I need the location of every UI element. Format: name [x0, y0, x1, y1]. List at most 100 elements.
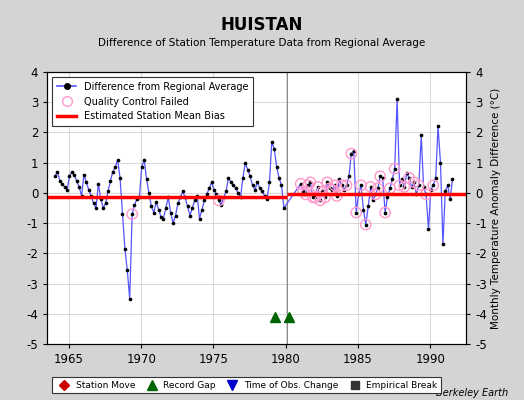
Point: [318, 188, 326, 194]
Point: [335, 176, 344, 182]
Point: [362, 222, 370, 228]
Point: [258, 188, 266, 194]
Point: [128, 211, 136, 217]
Point: [152, 199, 160, 205]
Point: [410, 179, 418, 186]
Point: [325, 185, 334, 192]
Point: [176, 194, 184, 201]
Point: [390, 166, 399, 172]
Point: [414, 182, 423, 188]
Point: [297, 181, 305, 187]
Point: [381, 209, 389, 216]
Point: [72, 178, 81, 184]
Point: [328, 187, 336, 193]
Point: [354, 191, 363, 198]
Point: [212, 191, 221, 198]
Point: [439, 241, 447, 248]
Point: [101, 200, 110, 207]
Point: [414, 182, 423, 188]
Point: [393, 96, 401, 102]
Point: [215, 197, 223, 204]
Point: [104, 188, 112, 194]
Point: [99, 205, 107, 211]
Point: [53, 168, 62, 175]
Point: [183, 203, 192, 210]
Point: [56, 178, 64, 184]
Point: [417, 132, 425, 139]
Text: HUISTAN: HUISTAN: [221, 16, 303, 34]
Y-axis label: Monthly Temperature Anomaly Difference (°C): Monthly Temperature Anomaly Difference (…: [492, 87, 501, 329]
Point: [256, 185, 264, 192]
Point: [106, 178, 115, 184]
Point: [241, 160, 249, 166]
Point: [65, 173, 73, 180]
Point: [328, 187, 336, 193]
Point: [157, 214, 165, 220]
Point: [198, 206, 206, 213]
Point: [126, 296, 134, 302]
Point: [427, 187, 435, 193]
Point: [376, 173, 385, 180]
Point: [90, 200, 98, 207]
Point: [193, 193, 201, 199]
Point: [311, 194, 319, 201]
Point: [304, 182, 312, 188]
Point: [94, 181, 103, 187]
Point: [371, 191, 379, 198]
Point: [398, 176, 406, 182]
Point: [195, 215, 204, 222]
Point: [400, 184, 409, 190]
Point: [220, 194, 228, 201]
Point: [304, 182, 312, 188]
Point: [378, 174, 387, 181]
Point: [323, 179, 332, 186]
Point: [297, 181, 305, 187]
Point: [87, 193, 95, 199]
Point: [232, 185, 240, 192]
Point: [137, 164, 146, 170]
Point: [337, 182, 346, 188]
Point: [140, 156, 148, 163]
Point: [227, 179, 235, 186]
Point: [84, 187, 93, 193]
Point: [260, 193, 269, 199]
Text: Difference of Station Temperature Data from Regional Average: Difference of Station Temperature Data f…: [99, 38, 425, 48]
Point: [111, 164, 119, 170]
Point: [191, 197, 199, 204]
Point: [333, 193, 341, 199]
Point: [342, 182, 351, 188]
Point: [311, 194, 319, 201]
Point: [422, 191, 430, 198]
Point: [210, 187, 218, 193]
Point: [446, 196, 454, 202]
Point: [270, 146, 278, 152]
Point: [424, 226, 433, 232]
Point: [96, 196, 105, 202]
Point: [128, 211, 136, 217]
Point: [188, 205, 196, 211]
Point: [309, 194, 317, 201]
Point: [123, 267, 132, 273]
Point: [208, 179, 216, 186]
Point: [321, 194, 329, 201]
Point: [277, 182, 286, 188]
Point: [330, 182, 339, 188]
Point: [316, 197, 324, 204]
Point: [143, 176, 151, 182]
Point: [82, 179, 91, 186]
Point: [179, 188, 187, 194]
Point: [323, 179, 332, 186]
Point: [236, 194, 245, 201]
Point: [412, 191, 421, 198]
Point: [181, 194, 189, 201]
Point: [268, 138, 276, 145]
Legend: Station Move, Record Gap, Time of Obs. Change, Empirical Break: Station Move, Record Gap, Time of Obs. C…: [51, 377, 441, 394]
Point: [306, 179, 314, 186]
Point: [357, 182, 365, 188]
Point: [161, 205, 170, 211]
Point: [164, 194, 172, 201]
Point: [405, 174, 413, 181]
Point: [280, 205, 288, 211]
Point: [75, 184, 83, 190]
Point: [229, 182, 237, 188]
